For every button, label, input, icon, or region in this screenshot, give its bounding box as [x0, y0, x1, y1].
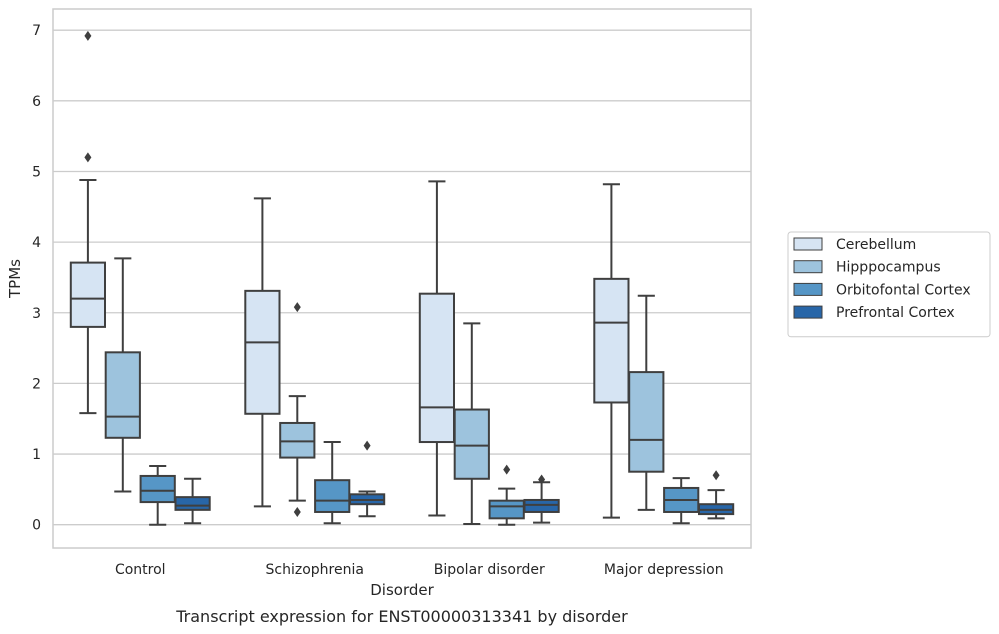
box-orbitofontal-cortex-3: [663, 477, 700, 525]
box-body: [488, 499, 525, 520]
x-tick-label: Major depression: [604, 562, 724, 578]
y-tick-label: 4: [32, 235, 41, 251]
x-axis-title: Disorder: [370, 581, 434, 599]
outlier-point: [712, 470, 720, 481]
box-body: [593, 277, 630, 404]
outlier-point: [503, 464, 511, 475]
x-tick-label: Schizophrenia: [266, 562, 364, 578]
chart-caption: Transcript expression for ENST0000031334…: [175, 607, 628, 626]
box-body: [69, 261, 107, 328]
outlier-point: [363, 440, 371, 451]
box-prefrontal-cortex-0: [174, 477, 211, 525]
legend-swatch: [793, 305, 823, 319]
legend-box: [787, 231, 991, 338]
legend-swatch: [793, 282, 823, 296]
legend-swatch: [793, 260, 823, 274]
box-body: [418, 292, 456, 444]
legend-swatch: [793, 237, 823, 251]
box-body: [523, 498, 560, 513]
box-prefrontal-cortex-3: [697, 470, 735, 520]
box-prefrontal-cortex-1: [348, 440, 386, 518]
outlier-point: [293, 506, 301, 517]
box-hipppocampus-1: [279, 302, 316, 517]
y-tick-label: 6: [32, 94, 41, 110]
box-body: [314, 479, 351, 513]
legend-label: Hipppocampus: [836, 260, 941, 276]
box-hipppocampus-2: [453, 322, 490, 525]
box-body: [139, 474, 176, 504]
grid-lines: [53, 29, 751, 526]
outlier-point: [84, 30, 92, 41]
y-tick-labels: 0 1 2 3 4 5 6 7: [32, 23, 41, 533]
plot-frame: [52, 8, 752, 549]
x-tick-labels: Control Schizophrenia Bipolar disorder Majo…: [115, 562, 724, 578]
y-tick-label: 0: [32, 518, 41, 534]
box-cerebellum-2: [418, 180, 456, 517]
box-orbitofontal-cortex-1: [314, 441, 351, 525]
box-body: [244, 289, 281, 415]
box-body: [453, 408, 490, 480]
box-hipppocampus-3: [628, 294, 665, 511]
box-orbitofontal-cortex-0: [139, 465, 176, 526]
legend-label: Cerebellum: [836, 237, 916, 253]
box-prefrontal-cortex-2: [523, 474, 560, 524]
y-tick-label: 2: [32, 376, 41, 392]
legend-label: Orbitofontal Cortex: [836, 282, 971, 298]
y-tick-label: 7: [32, 23, 41, 39]
box-cerebellum-1: [244, 197, 281, 508]
box-cerebellum-3: [593, 183, 630, 519]
box-body: [628, 371, 665, 473]
outlier-point: [293, 302, 301, 313]
box-hipppocampus-0: [104, 257, 141, 493]
outlier-point: [84, 152, 92, 163]
x-tick-label: Control: [115, 562, 166, 578]
y-tick-label: 1: [32, 447, 41, 463]
legend-label: Prefrontal Cortex: [836, 305, 955, 321]
box-cerebellum-0: [69, 30, 107, 415]
box-body: [174, 496, 211, 511]
x-tick-label: Bipolar disorder: [434, 562, 545, 578]
y-axis-title: TPMs: [6, 259, 24, 299]
outlier-point: [538, 474, 546, 485]
y-tick-label: 3: [32, 306, 41, 322]
box-body: [104, 351, 141, 439]
box-body: [279, 421, 316, 459]
legend: Cerebellum Hipppocampus Orbitofontal Corte…: [787, 231, 991, 338]
y-tick-label: 5: [32, 164, 41, 180]
boxes-layer: [69, 30, 735, 526]
